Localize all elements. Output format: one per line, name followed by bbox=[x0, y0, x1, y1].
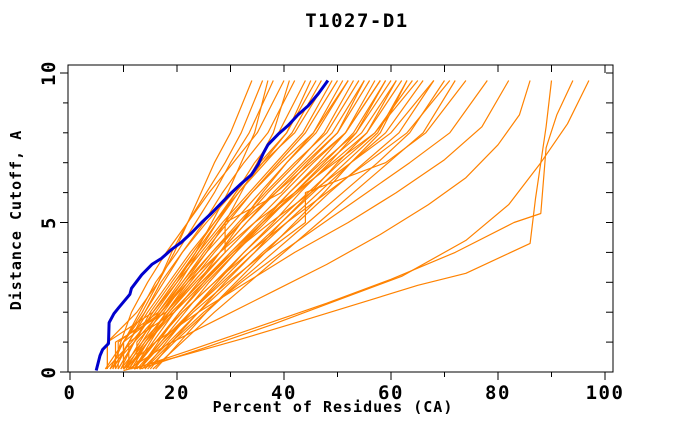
model-curve bbox=[128, 80, 531, 370]
model-curve bbox=[147, 80, 445, 370]
model-curve bbox=[117, 80, 306, 369]
model-curve bbox=[134, 80, 574, 370]
model-curve bbox=[112, 80, 285, 370]
model-curve bbox=[123, 80, 553, 372]
model-curve bbox=[105, 80, 269, 370]
x-tick-label: 100 bbox=[586, 382, 625, 404]
model-curve bbox=[139, 80, 590, 370]
model-curve bbox=[114, 80, 296, 370]
model-curve bbox=[136, 80, 381, 369]
model-curve bbox=[133, 80, 387, 370]
model-curve bbox=[122, 80, 419, 369]
model-curve bbox=[104, 80, 253, 370]
model-curve bbox=[128, 80, 435, 370]
model-curve bbox=[120, 80, 381, 370]
model-curve bbox=[133, 80, 365, 370]
y-tick-label: 10 bbox=[38, 60, 60, 86]
y-axis-label: Distance Cutoff, A bbox=[7, 129, 25, 311]
model-curve bbox=[133, 80, 451, 370]
model-curve bbox=[136, 80, 424, 370]
model-curve bbox=[122, 80, 344, 370]
chart-title: T1027-D1 bbox=[305, 10, 409, 32]
x-tick-label: 80 bbox=[485, 382, 511, 404]
x-tick-label: 60 bbox=[378, 382, 404, 404]
model-curve bbox=[128, 80, 349, 369]
model-curve bbox=[144, 80, 387, 370]
model-curve bbox=[144, 80, 488, 370]
model-curve bbox=[123, 80, 403, 370]
y-tick-label: 5 bbox=[38, 216, 60, 229]
model-curve bbox=[155, 80, 408, 370]
model-curve bbox=[139, 80, 376, 370]
y-tick-label: 0 bbox=[38, 366, 60, 379]
highlight-curve bbox=[94, 79, 330, 371]
model-curve bbox=[106, 80, 312, 369]
model-curve bbox=[139, 80, 467, 370]
plot-frame bbox=[67, 64, 614, 373]
x-axis-label: Percent of Residues (CA) bbox=[212, 398, 454, 416]
model-curve bbox=[125, 80, 397, 370]
model-curve bbox=[123, 80, 510, 370]
x-tick-label: 40 bbox=[271, 382, 297, 404]
model-curve bbox=[114, 80, 365, 369]
x-tick-label: 20 bbox=[164, 382, 190, 404]
model-curve bbox=[141, 80, 435, 370]
model-curve bbox=[106, 80, 264, 369]
x-tick-label: 0 bbox=[64, 382, 77, 404]
model-curve bbox=[112, 80, 322, 370]
